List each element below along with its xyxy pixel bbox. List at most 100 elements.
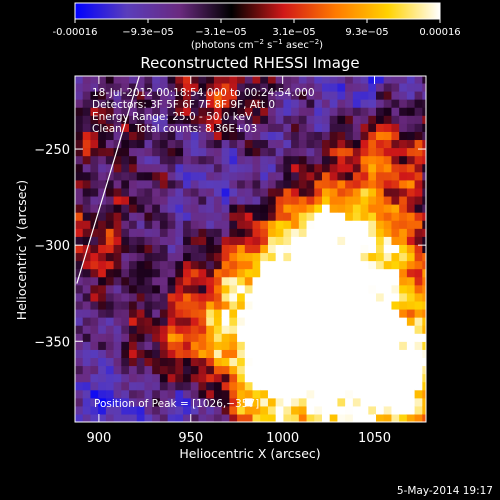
heatmap-cell xyxy=(237,123,246,132)
heatmap-cell xyxy=(129,341,138,350)
solar-limb-line xyxy=(76,76,140,284)
heatmap-cell xyxy=(144,349,153,359)
heatmap-cell xyxy=(329,381,339,391)
heatmap-cell xyxy=(121,244,130,254)
heatmap-cell xyxy=(167,90,176,100)
heatmap-cell xyxy=(183,341,192,350)
heatmap-cell xyxy=(105,389,115,399)
heatmap-cell xyxy=(221,115,230,124)
heatmap-cell xyxy=(237,228,246,237)
heatmap-cell xyxy=(113,268,122,278)
heatmap-cell xyxy=(306,220,315,229)
heatmap-cell xyxy=(229,284,238,294)
heatmap-cell xyxy=(283,131,292,141)
heatmap-cell xyxy=(206,373,215,383)
heatmap-cell xyxy=(136,284,146,294)
heatmap-cell xyxy=(190,317,200,326)
heatmap-cell xyxy=(291,341,300,350)
heatmap-cell xyxy=(136,82,146,92)
heatmap-cell xyxy=(75,413,84,422)
heatmap-cell xyxy=(152,236,161,245)
heatmap-cell xyxy=(368,300,377,310)
heatmap-cell xyxy=(368,228,377,237)
heatmap-cell xyxy=(75,317,84,326)
heatmap-cell xyxy=(414,76,423,84)
heatmap-cell xyxy=(121,341,130,350)
heatmap-cell xyxy=(391,163,400,173)
heatmap-cell xyxy=(98,244,107,254)
heatmap-cell xyxy=(159,373,169,383)
heatmap-cell xyxy=(129,397,138,407)
heatmap-cell xyxy=(75,389,84,399)
heatmap-cell xyxy=(175,381,184,391)
heatmap-cell xyxy=(229,276,238,286)
heatmap-cell xyxy=(152,389,161,399)
heatmap-cell xyxy=(406,212,416,221)
heatmap-cell xyxy=(267,99,277,108)
heatmap-cell xyxy=(376,187,385,197)
heatmap-cell xyxy=(329,325,339,334)
heatmap-cell xyxy=(159,99,169,108)
heatmap-cell xyxy=(206,171,215,181)
heatmap-cell xyxy=(267,212,277,221)
heatmap-cell xyxy=(329,333,339,342)
heatmap-cell xyxy=(275,76,284,84)
heatmap-cell xyxy=(406,82,416,92)
heatmap-cell xyxy=(221,333,230,342)
heatmap-cell xyxy=(121,397,130,407)
heatmap-cell xyxy=(376,365,385,375)
heatmap-cell xyxy=(422,325,426,334)
heatmap-cell xyxy=(329,76,339,84)
heatmap-cell xyxy=(105,325,115,334)
heatmap-cell xyxy=(321,300,331,310)
heatmap-cell xyxy=(283,76,292,84)
heatmap-cell xyxy=(368,349,377,359)
heatmap-cell xyxy=(183,260,192,270)
heatmap-cell xyxy=(136,179,146,189)
heatmap-cell xyxy=(129,99,138,108)
heatmap-cell xyxy=(291,365,300,375)
heatmap-cell xyxy=(275,179,284,189)
heatmap-cell xyxy=(314,276,323,286)
heatmap-cell xyxy=(136,76,146,84)
heatmap-cell xyxy=(422,155,426,165)
heatmap-cell xyxy=(167,317,176,326)
heatmap-cell xyxy=(221,204,230,213)
heatmap-cell xyxy=(190,204,200,213)
heatmap-cell xyxy=(152,349,161,359)
heatmap-cell xyxy=(129,349,138,359)
heatmap-cell xyxy=(190,244,200,254)
heatmap-cell xyxy=(75,212,84,221)
heatmap-cell xyxy=(368,115,377,124)
heatmap-cell xyxy=(183,325,192,334)
heatmap-cell xyxy=(175,413,184,422)
heatmap-cell xyxy=(260,260,269,270)
heatmap-cell xyxy=(275,341,284,350)
heatmap-cell xyxy=(352,252,362,262)
heatmap-cell xyxy=(306,187,315,197)
heatmap-cell xyxy=(321,389,331,399)
heatmap-cell xyxy=(283,187,292,197)
heatmap-cell xyxy=(75,405,84,415)
heatmap-cell xyxy=(283,82,292,92)
heatmap-cell xyxy=(221,76,230,84)
heatmap-cell xyxy=(406,341,416,350)
heatmap-cell xyxy=(82,284,92,294)
heatmap-cell xyxy=(345,107,354,116)
heatmap-cell xyxy=(113,333,122,342)
heatmap-cell xyxy=(82,373,92,383)
heatmap-cell xyxy=(136,308,146,318)
heatmap-cell xyxy=(113,284,122,294)
heatmap-cell xyxy=(352,260,362,270)
heatmap-cell xyxy=(244,212,254,221)
heatmap-cell xyxy=(105,107,115,116)
heatmap-cell xyxy=(206,357,215,367)
heatmap-cell xyxy=(321,179,331,189)
heatmap-cell xyxy=(329,341,339,350)
heatmap-cell xyxy=(399,187,408,197)
heatmap-cell xyxy=(314,228,323,237)
heatmap-cell xyxy=(244,82,254,92)
heatmap-cell xyxy=(152,292,161,302)
heatmap-cell xyxy=(152,147,161,157)
heatmap-cell xyxy=(275,333,284,342)
